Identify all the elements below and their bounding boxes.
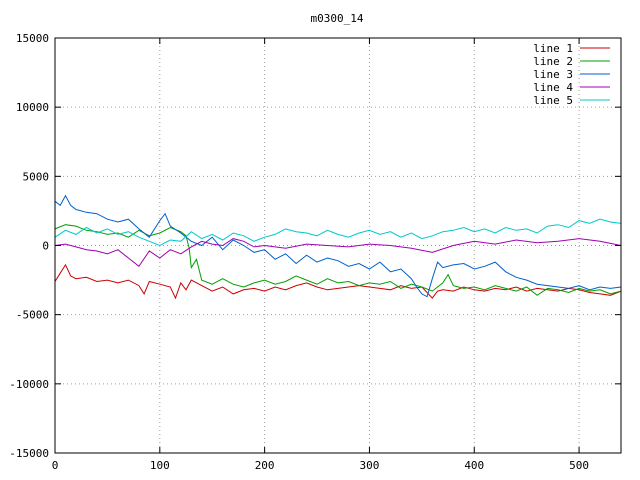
legend-label: line 5 [533, 94, 573, 107]
x-tick-label: 400 [464, 459, 484, 472]
series-line-5 [54, 218, 622, 247]
legend-label: line 2 [533, 55, 573, 68]
legend-label: line 1 [533, 42, 573, 55]
x-tick-label: 500 [569, 459, 589, 472]
series-line-3 [54, 194, 622, 298]
y-tick-label: 10000 [16, 101, 49, 114]
y-tick-label: 0 [42, 240, 49, 253]
x-tick-label: 100 [150, 459, 170, 472]
legend-label: line 3 [533, 68, 573, 81]
legend-label: line 4 [533, 81, 573, 94]
axis-ticks: 0 100 200 300 400 500 -15000 -10000 -5000 0 5000 10… [9, 32, 621, 472]
x-tick-label: 300 [360, 459, 380, 472]
y-tick-label: -15000 [9, 447, 49, 460]
y-tick-label: 5000 [23, 170, 50, 183]
series-line-1 [54, 263, 622, 300]
x-tick-label: 0 [52, 459, 59, 472]
series-line-4 [54, 238, 622, 268]
chart-title: m0300_14 [311, 12, 364, 25]
series-line-2 [54, 224, 622, 296]
y-tick-label: 15000 [16, 32, 49, 45]
series-lines [54, 194, 622, 300]
x-tick-label: 200 [255, 459, 275, 472]
y-tick-label: -5000 [16, 309, 49, 322]
y-tick-label: -10000 [9, 378, 49, 391]
